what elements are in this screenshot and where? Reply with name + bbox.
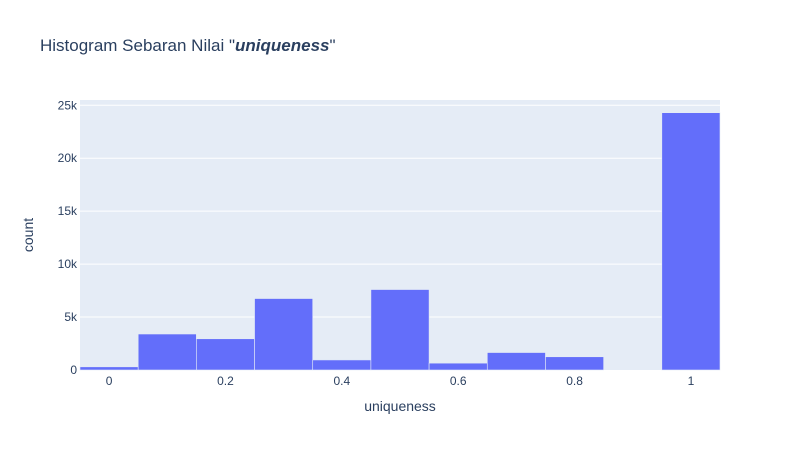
histogram-bar-1 [137,333,197,371]
y-tick-label-2: 10k [58,257,78,271]
histogram-bar-7 [486,352,546,371]
histogram-bar-3 [254,298,314,371]
x-axis-ticks: 0 0.2 0.4 0.6 0.8 1 [106,374,695,388]
y-tick-label-3: 15k [58,204,78,218]
histogram-bar-10 [661,112,721,371]
histogram-bar-8 [545,356,604,371]
histogram-bar-0 [79,366,139,371]
histogram-bar-4 [312,359,372,371]
chart-title-prefix: Histogram Sebaran Nilai " [40,36,235,55]
x-tick-label-4: 0.8 [566,374,583,388]
x-tick-label-0: 0 [106,374,113,388]
y-tick-label-0: 0 [70,363,77,377]
y-tick-label-1: 5k [64,310,78,324]
chart-title-emphasis: uniqueness [235,36,329,55]
y-axis-ticks: 0 5k 10k 15k 20k 25k [58,98,78,377]
y-axis-label: count [20,218,36,252]
x-tick-label-2: 0.4 [333,374,350,388]
y-tick-label-4: 20k [58,151,78,165]
chart-title: Histogram Sebaran Nilai "uniqueness" [40,36,336,55]
gridlines [80,104,720,318]
histogram-bar-2 [196,338,255,371]
x-tick-label-1: 0.2 [217,374,234,388]
x-tick-label-5: 1 [688,374,695,388]
chart-title-suffix: " [329,36,335,55]
histogram-bar-5 [370,289,430,371]
bars [79,112,721,371]
x-tick-label-3: 0.6 [450,374,467,388]
x-axis-label: uniqueness [364,398,436,414]
y-tick-label-5: 25k [58,98,78,112]
histogram-bar-6 [428,362,488,371]
